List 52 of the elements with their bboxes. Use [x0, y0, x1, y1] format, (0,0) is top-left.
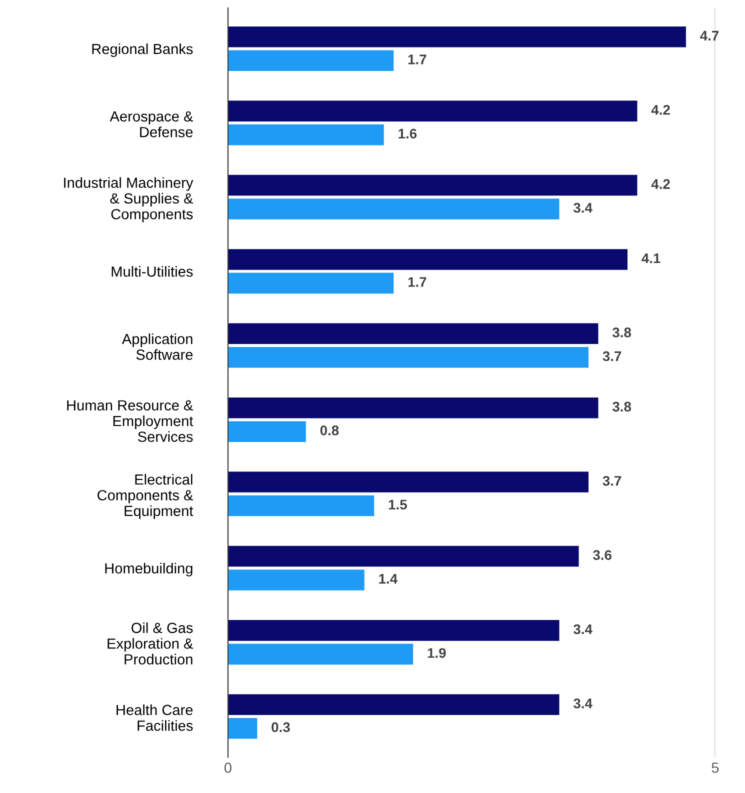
bar — [228, 323, 598, 344]
data-label: 4.2 — [651, 104, 670, 115]
bar — [228, 174, 638, 196]
bar — [228, 694, 560, 716]
y-tick-label: Industrial Machinery & Supplies & Components — [64, 177, 194, 222]
y-tick-label: Human Resource & Employment Services — [67, 400, 194, 442]
x-tick-label: 0 — [224, 762, 232, 773]
y-tick-label: Regional Banks — [92, 43, 193, 58]
data-label: 3.4 — [573, 624, 592, 634]
data-label: 3.8 — [612, 328, 632, 338]
data-label: 3.4 — [573, 698, 592, 708]
y-tick-label: Multi-Utilities — [112, 266, 193, 277]
data-label: 4.7 — [700, 30, 719, 40]
data-label: 3.6 — [592, 550, 612, 560]
data-label: 0.8 — [320, 425, 339, 436]
data-label: 1.7 — [408, 54, 426, 64]
bar — [228, 124, 384, 146]
bar — [228, 198, 560, 220]
data-label: 4.2 — [651, 179, 670, 189]
y-tick-label: Aerospace & Defense — [110, 111, 194, 138]
data-label: 0.3 — [272, 722, 290, 732]
bar — [228, 421, 306, 442]
bar — [228, 347, 589, 368]
data-label: 1.4 — [379, 574, 398, 584]
bar — [228, 50, 394, 71]
y-tick-label: Homebuilding — [105, 562, 192, 576]
data-label: 3.7 — [602, 476, 622, 486]
bar — [228, 272, 394, 294]
y-tick-label: Oil & Gas Exploration & Production — [108, 622, 194, 665]
y-tick-label: Application Software — [122, 333, 193, 360]
data-label: 3.7 — [602, 351, 622, 362]
y-tick-label: Health Care Facilities — [116, 704, 193, 731]
data-label: 3.8 — [612, 402, 632, 412]
bar — [228, 644, 414, 665]
bar — [228, 397, 598, 418]
bar — [228, 620, 560, 641]
data-label: 1.9 — [428, 648, 446, 658]
x-tick-label: 5 — [712, 762, 719, 773]
bar — [228, 546, 579, 567]
data-label: 4.1 — [642, 253, 660, 264]
data-label: 1.6 — [398, 128, 417, 139]
bar — [228, 570, 364, 590]
bar — [228, 26, 686, 48]
bar — [228, 100, 638, 122]
bar — [228, 472, 589, 492]
bar — [228, 718, 258, 739]
y-tick-label: Electrical Components & Equipment — [98, 474, 194, 519]
bar — [228, 249, 628, 270]
data-label: 1.7 — [408, 277, 426, 287]
data-label: 1.5 — [388, 500, 407, 510]
data-label: 3.4 — [573, 202, 592, 213]
bar — [228, 495, 374, 516]
